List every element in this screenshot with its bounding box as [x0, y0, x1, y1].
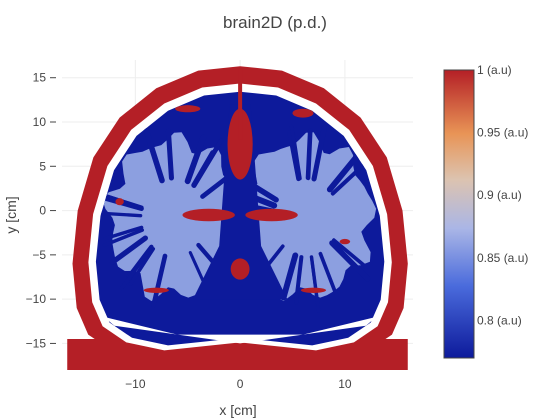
y-tick-label: −10	[26, 292, 47, 306]
csf-mark	[143, 287, 169, 293]
midline-structure	[193, 104, 288, 300]
csf-mark	[182, 208, 235, 222]
colorbar-tick-label: 0.9 (a.u)	[477, 188, 522, 202]
gyrus-fold	[311, 125, 327, 182]
gyrus-fold	[329, 240, 371, 282]
x-tick-label: 10	[338, 377, 352, 391]
gyrus-fold	[102, 228, 145, 247]
x-axis-ticks: −10 0 10	[125, 377, 352, 391]
gyrus-fold	[98, 211, 143, 218]
chart-title: brain2D (p.d.)	[223, 13, 327, 32]
lower-soft-tissue	[67, 339, 408, 370]
csf-mark	[339, 238, 351, 245]
y-tick-label: 10	[33, 115, 47, 129]
gyrus-fold	[309, 255, 321, 313]
gyrus-fold	[280, 252, 299, 301]
gyrus-fold	[318, 251, 340, 300]
csf-mark	[115, 198, 124, 206]
csf-mark	[230, 258, 250, 280]
gyrus-fold	[289, 124, 302, 181]
gyrus-fold	[103, 225, 144, 241]
colorbar: 1 (a.u) 0.95 (a.u) 0.9 (a.u) 0.85 (a.u) 0.8 …	[443, 63, 528, 359]
colorbar-tick-label: 1 (a.u)	[477, 63, 512, 77]
x-tick-label: −10	[125, 377, 146, 391]
inferior-gap	[103, 316, 377, 344]
colorbar-gradient	[443, 69, 475, 359]
y-tick-label: −5	[32, 248, 46, 262]
gyrus-fold	[305, 128, 313, 181]
colorbar-tick-label: 0.8 (a.u)	[477, 313, 522, 327]
colorbar-ticks: 1 (a.u) 0.95 (a.u) 0.9 (a.u) 0.85 (a.u) 0.8 …	[477, 63, 528, 327]
gyrus-fold	[119, 245, 154, 291]
colorbar-tick-label: 0.85 (a.u)	[477, 251, 528, 265]
y-tick-label: −15	[26, 336, 47, 350]
csf-mark	[227, 108, 253, 180]
y-axis-label: y [cm]	[3, 196, 19, 233]
y-tick-label: 0	[39, 204, 46, 218]
gyrus-fold	[330, 163, 365, 196]
gyrus-fold	[128, 247, 156, 286]
gyrus-fold	[165, 128, 174, 181]
csf-mark	[175, 105, 201, 113]
y-tick-label: 5	[39, 159, 46, 173]
gyrus-fold	[331, 238, 368, 269]
x-tick-label: 0	[237, 377, 244, 391]
csf-mark	[245, 208, 298, 222]
gyrus-fold	[191, 150, 215, 188]
y-axis-ticks: 15 10 5 0 −5 −10 −15	[26, 71, 56, 350]
x-axis-label: x [cm]	[219, 402, 256, 418]
y-tick-label: 15	[33, 71, 47, 85]
gyrus-fold	[143, 127, 165, 184]
csf-mark	[292, 108, 314, 118]
gyrus-fold	[184, 134, 207, 185]
gyrus-fold	[151, 253, 168, 308]
heatmap-image	[67, 66, 408, 370]
gyrus-fold	[294, 255, 304, 305]
csf-mark	[300, 287, 327, 293]
gyrus-fold	[109, 235, 148, 265]
colorbar-tick-label: 0.95 (a.u)	[477, 126, 528, 140]
